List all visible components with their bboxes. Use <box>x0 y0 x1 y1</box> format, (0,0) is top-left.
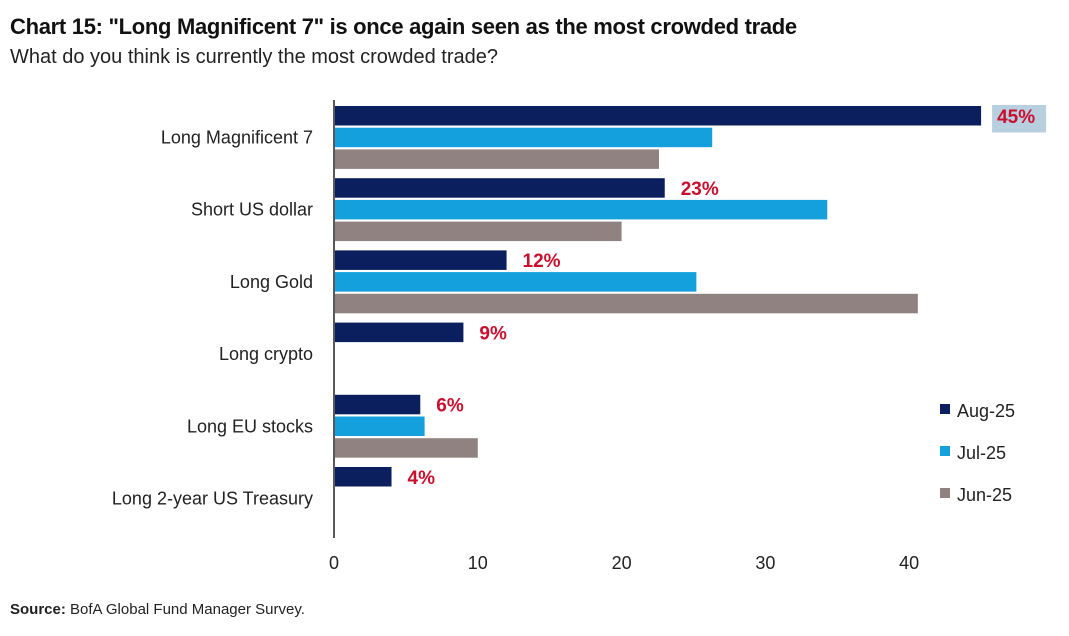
source-label: Source: <box>10 601 66 618</box>
data-label: 6% <box>436 396 464 417</box>
chart-subtitle: What do you think is currently the most … <box>10 46 499 68</box>
x-tick-label: 10 <box>468 553 488 573</box>
bar-aug-25 <box>335 250 507 270</box>
bar-jun-25 <box>335 221 622 242</box>
legend-swatch-aug-25 <box>940 404 950 414</box>
category-label: Long Magnificent 7 <box>161 127 313 147</box>
category-label: Long Gold <box>230 272 313 292</box>
bar-jul-25 <box>335 272 697 292</box>
source-text: BofA Global Fund Manager Survey. <box>65 601 305 618</box>
bar-aug-25 <box>335 106 982 126</box>
category-label: Long 2-year US Treasury <box>112 488 313 508</box>
data-label: 45% <box>997 107 1035 128</box>
bar-aug-25 <box>335 394 421 415</box>
legend-label: Jul-25 <box>957 443 1006 463</box>
category-label: Long EU stocks <box>187 416 313 436</box>
bar-jun-25 <box>335 438 478 458</box>
category-label: Short US dollar <box>191 200 313 220</box>
chart-title: Chart 15: "Long Magnificent 7" is once a… <box>10 14 797 39</box>
category-label: Long crypto <box>219 344 313 364</box>
bar-jun-25 <box>335 149 659 169</box>
bar-jul-25 <box>335 199 828 220</box>
legend-swatch-jun-25 <box>940 488 950 498</box>
legend-label: Aug-25 <box>957 401 1015 421</box>
x-tick-label: 40 <box>899 553 919 573</box>
source-note: Source: BofA Global Fund Manager Survey. <box>10 601 305 618</box>
bar-jul-25 <box>335 127 713 148</box>
data-label: 9% <box>479 323 507 344</box>
x-tick-label: 20 <box>612 553 632 573</box>
data-label-highlight <box>992 105 1047 133</box>
bar-jun-25 <box>335 293 918 314</box>
x-tick-label: 0 <box>329 553 339 573</box>
data-label: 23% <box>681 179 719 200</box>
data-label: 4% <box>408 468 436 489</box>
bar-aug-25 <box>335 322 464 343</box>
x-tick-label: 30 <box>755 553 775 573</box>
legend-label: Jun-25 <box>957 485 1012 505</box>
legend-swatch-jul-25 <box>940 446 950 456</box>
bar-jul-25 <box>335 416 425 436</box>
bar-aug-25 <box>335 178 665 198</box>
bar-aug-25 <box>335 467 392 487</box>
data-label: 12% <box>523 251 561 272</box>
